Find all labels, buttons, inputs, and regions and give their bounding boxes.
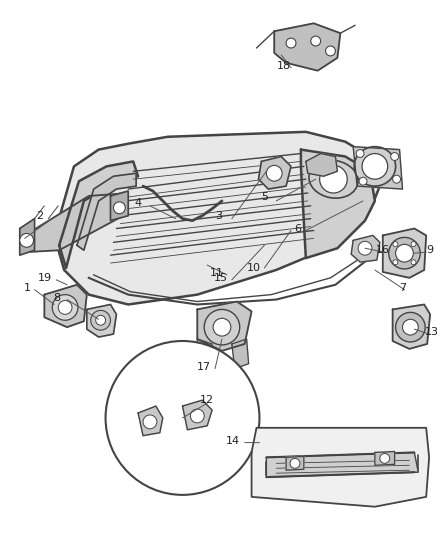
Text: 2: 2 (36, 211, 43, 221)
Circle shape (95, 316, 106, 325)
Circle shape (311, 36, 321, 46)
Circle shape (393, 260, 398, 265)
Circle shape (358, 241, 372, 255)
Circle shape (320, 165, 347, 193)
Circle shape (143, 415, 157, 429)
Circle shape (204, 310, 240, 345)
Circle shape (403, 319, 418, 335)
Ellipse shape (354, 147, 396, 186)
Text: 8: 8 (54, 293, 61, 303)
Circle shape (391, 152, 399, 160)
Polygon shape (197, 302, 251, 351)
Circle shape (191, 409, 204, 423)
Text: 17: 17 (197, 361, 211, 372)
Circle shape (325, 46, 336, 56)
Circle shape (213, 318, 231, 336)
Text: 18: 18 (277, 61, 291, 71)
Circle shape (396, 244, 413, 262)
Polygon shape (25, 193, 128, 252)
Circle shape (411, 260, 416, 265)
Polygon shape (306, 154, 337, 176)
Polygon shape (183, 400, 212, 430)
Text: 7: 7 (399, 282, 406, 293)
Circle shape (113, 202, 125, 214)
Text: 11: 11 (210, 268, 224, 278)
Polygon shape (301, 150, 375, 258)
Circle shape (91, 310, 110, 330)
Polygon shape (110, 191, 128, 221)
Polygon shape (375, 451, 395, 465)
Polygon shape (87, 304, 117, 337)
Circle shape (290, 458, 300, 469)
Polygon shape (197, 339, 212, 369)
Circle shape (58, 301, 72, 314)
Polygon shape (54, 132, 380, 304)
Polygon shape (59, 161, 138, 268)
Polygon shape (392, 304, 430, 349)
Polygon shape (353, 147, 403, 189)
Text: 14: 14 (226, 435, 240, 446)
Text: 9: 9 (427, 245, 434, 255)
Polygon shape (232, 339, 249, 369)
Circle shape (286, 38, 296, 48)
Text: 12: 12 (200, 395, 214, 405)
Polygon shape (286, 456, 304, 470)
Circle shape (359, 177, 367, 185)
Text: 10: 10 (247, 263, 261, 273)
Circle shape (396, 312, 425, 342)
Circle shape (362, 154, 388, 179)
Text: 16: 16 (376, 245, 390, 255)
Circle shape (393, 241, 398, 247)
Text: 15: 15 (214, 273, 228, 283)
Polygon shape (138, 406, 163, 435)
Polygon shape (44, 285, 87, 327)
Circle shape (266, 165, 282, 181)
Circle shape (52, 295, 78, 320)
Circle shape (356, 150, 364, 157)
Polygon shape (383, 229, 426, 278)
Polygon shape (20, 219, 35, 255)
Text: 6: 6 (294, 223, 301, 233)
Polygon shape (274, 23, 340, 71)
Text: 4: 4 (134, 198, 141, 208)
Polygon shape (258, 157, 291, 189)
Circle shape (380, 454, 390, 463)
Text: 5: 5 (261, 192, 268, 202)
Polygon shape (351, 236, 380, 262)
Polygon shape (77, 173, 136, 250)
Circle shape (389, 237, 420, 269)
Text: 19: 19 (37, 273, 51, 283)
Circle shape (106, 341, 259, 495)
Text: 13: 13 (425, 327, 438, 337)
Circle shape (20, 233, 34, 247)
Ellipse shape (309, 160, 358, 198)
Polygon shape (266, 453, 418, 477)
Circle shape (392, 175, 400, 183)
Polygon shape (251, 428, 429, 507)
Circle shape (411, 241, 416, 247)
Text: 3: 3 (215, 211, 223, 221)
Text: 1: 1 (24, 282, 31, 293)
